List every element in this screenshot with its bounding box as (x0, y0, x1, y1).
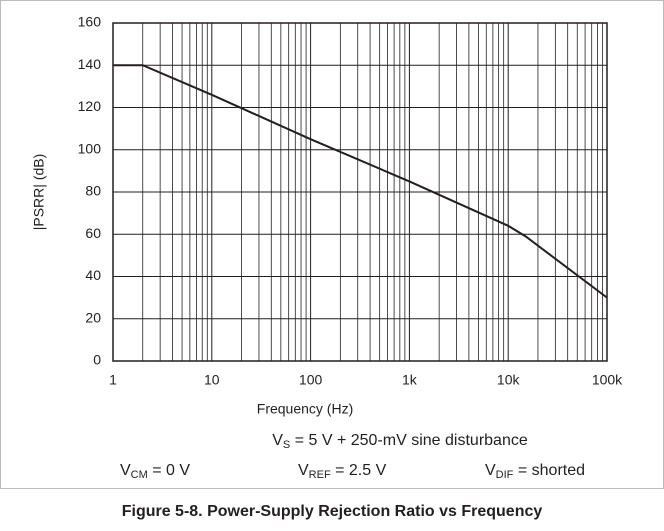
line (113, 64, 608, 299)
y-tick-label: 0 (93, 352, 101, 368)
y-tick-label: 140 (78, 56, 102, 72)
annotation: VREF = 2.5 V (298, 462, 387, 481)
y-tick-label: 40 (85, 267, 101, 283)
annotation-sub: REF (309, 469, 331, 481)
annotation-rest: = 0 V (148, 462, 191, 479)
y-tick-label: 100 (78, 140, 102, 156)
x-tick-label: 10k (497, 372, 521, 388)
annotation-rest: = 5 V + 250-mV sine disturbance (290, 432, 528, 449)
x-tick-label: 10 (204, 372, 220, 388)
y-tick-label: 20 (85, 309, 101, 325)
y-tick-label: 80 (85, 183, 101, 199)
x-tick-label: 100 (299, 372, 323, 388)
plot-border (112, 22, 608, 362)
y-tick-label: 160 (78, 14, 102, 30)
annotation-sub: DIF (496, 469, 514, 481)
annotation-sub: CM (131, 469, 148, 481)
x-tick-label: 1k (402, 372, 418, 388)
y-axis-label: |PSRR| (dB) (31, 154, 47, 231)
annotation-rest: = 2.5 V (331, 462, 387, 479)
y-tick-label: 120 (78, 98, 102, 114)
annotation: VCM = 0 V (120, 462, 190, 481)
x-tick-label: 100k (592, 372, 623, 388)
annotation: VDIF = shorted (485, 462, 585, 481)
annotation: VS = 5 V + 250-mV sine disturbance (272, 432, 528, 451)
annotation-main: V (298, 462, 309, 479)
annotation-rest: = shorted (513, 462, 585, 479)
annotation-main: V (272, 432, 283, 449)
x-tick-label: 1 (109, 372, 117, 388)
annotation-main: V (485, 462, 496, 479)
x-axis-label: Frequency (Hz) (257, 401, 353, 417)
annotation-main: V (120, 462, 131, 479)
annotation-sub: S (283, 439, 290, 451)
y-tick-label: 60 (85, 225, 101, 241)
chart-title: Figure 5-8. Power-Supply Rejection Ratio… (122, 503, 543, 520)
